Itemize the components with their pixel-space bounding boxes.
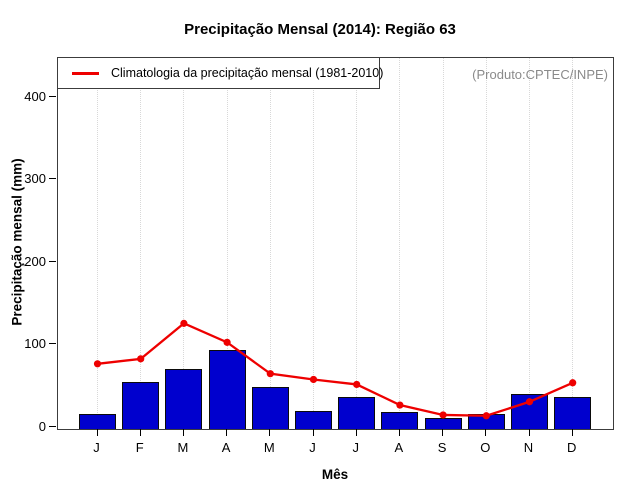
y-tick-200 [49,260,56,262]
gridline-N-11 [529,58,530,429]
x-tick-label-5-M: M [263,440,275,455]
x-tick-label-7-J: J [352,440,359,455]
x-tick-label-6-J: J [309,440,316,455]
line-point-11-N [525,398,534,406]
x-tick-3 [182,429,184,436]
x-tick-label-11-N: N [523,440,534,455]
gridline-M-5 [269,58,271,429]
x-tick-1 [96,429,98,436]
line-point-7-J [353,380,361,389]
line-point-12-D [569,379,577,387]
gridline-J-6 [313,58,314,429]
x-tick-11 [528,429,530,436]
x-tick-label-4-A: A [221,440,231,455]
x-tick-9 [442,429,444,436]
bar-4-A [208,349,246,429]
y-tick-label-100: 100 [24,336,46,351]
y-tick-100 [49,343,56,344]
climatology-line-layer [93,319,577,420]
x-tick-6 [312,429,314,436]
x-tick-5 [269,429,271,436]
x-tick-8 [398,429,400,436]
line-point-5-M [266,370,274,378]
line-point-1-J [93,360,102,368]
legend-label: Climatologia da precipitação mensal (198… [111,66,384,80]
x-tick-label-3-M: M [177,440,189,455]
bar-1-J [79,414,116,429]
gridline-J-1 [97,58,98,429]
bar-5-M [251,386,289,429]
y-tick-label-400: 400 [24,88,46,104]
legend: Climatologia da precipitação mensal (198… [57,57,384,89]
y-tick-label-0: 0 [38,418,46,434]
line-point-3-M [180,319,188,327]
gridline-S-9 [442,58,444,429]
y-tick-300 [49,178,56,179]
x-tick-label-9-S: S [437,440,447,455]
x-axis-title: Mês [321,467,349,482]
gridline-O-10 [485,58,487,429]
gridline-M-3 [183,58,185,429]
produto-watermark: (Produto:CPTEC/INPE) [472,67,608,82]
gridline-F-2 [140,58,142,429]
bar-3-M [165,368,203,429]
y-tick-label-300: 300 [24,171,46,186]
x-tick-2 [139,429,141,436]
line-point-4-A [223,338,231,346]
x-tick-12 [571,429,573,436]
x-tick-label-1-J: J [93,440,100,455]
line-point-9-S [439,411,447,419]
y-tick-400 [49,95,56,97]
gridline-D-12 [572,58,574,429]
line-point-6-J [309,375,318,384]
y-tick-label-200: 200 [24,253,46,269]
line-point-8-A [396,401,404,409]
plot-area: Climatologia da precipitação mensal (198… [57,57,614,430]
gridline-A-8 [399,58,401,429]
chart-title: Precipitação Mensal (2014): Região 63 [184,21,456,38]
x-tick-4 [226,429,228,436]
bar-2-F [122,381,160,429]
x-tick-label-2-F: F [135,440,144,455]
x-tick-10 [485,429,487,436]
bar-8-A [381,412,419,429]
bar-9-S [424,418,462,429]
climatology-line [97,322,574,417]
x-tick-label-12-D: D [566,440,577,455]
gridline-A-4 [226,58,228,429]
bar-12-D [554,396,592,429]
bar-7-J [338,396,376,429]
y-tick-0 [49,425,56,427]
line-point-10-O [482,412,490,420]
bar-6-J [295,410,332,429]
x-tick-label-10-O: O [480,440,491,455]
gridline-J-7 [356,58,358,429]
line-point-2-F [137,355,145,363]
x-tick-label-8-A: A [394,440,404,455]
x-tick-7 [355,429,357,436]
legend-line-sample [72,71,99,75]
